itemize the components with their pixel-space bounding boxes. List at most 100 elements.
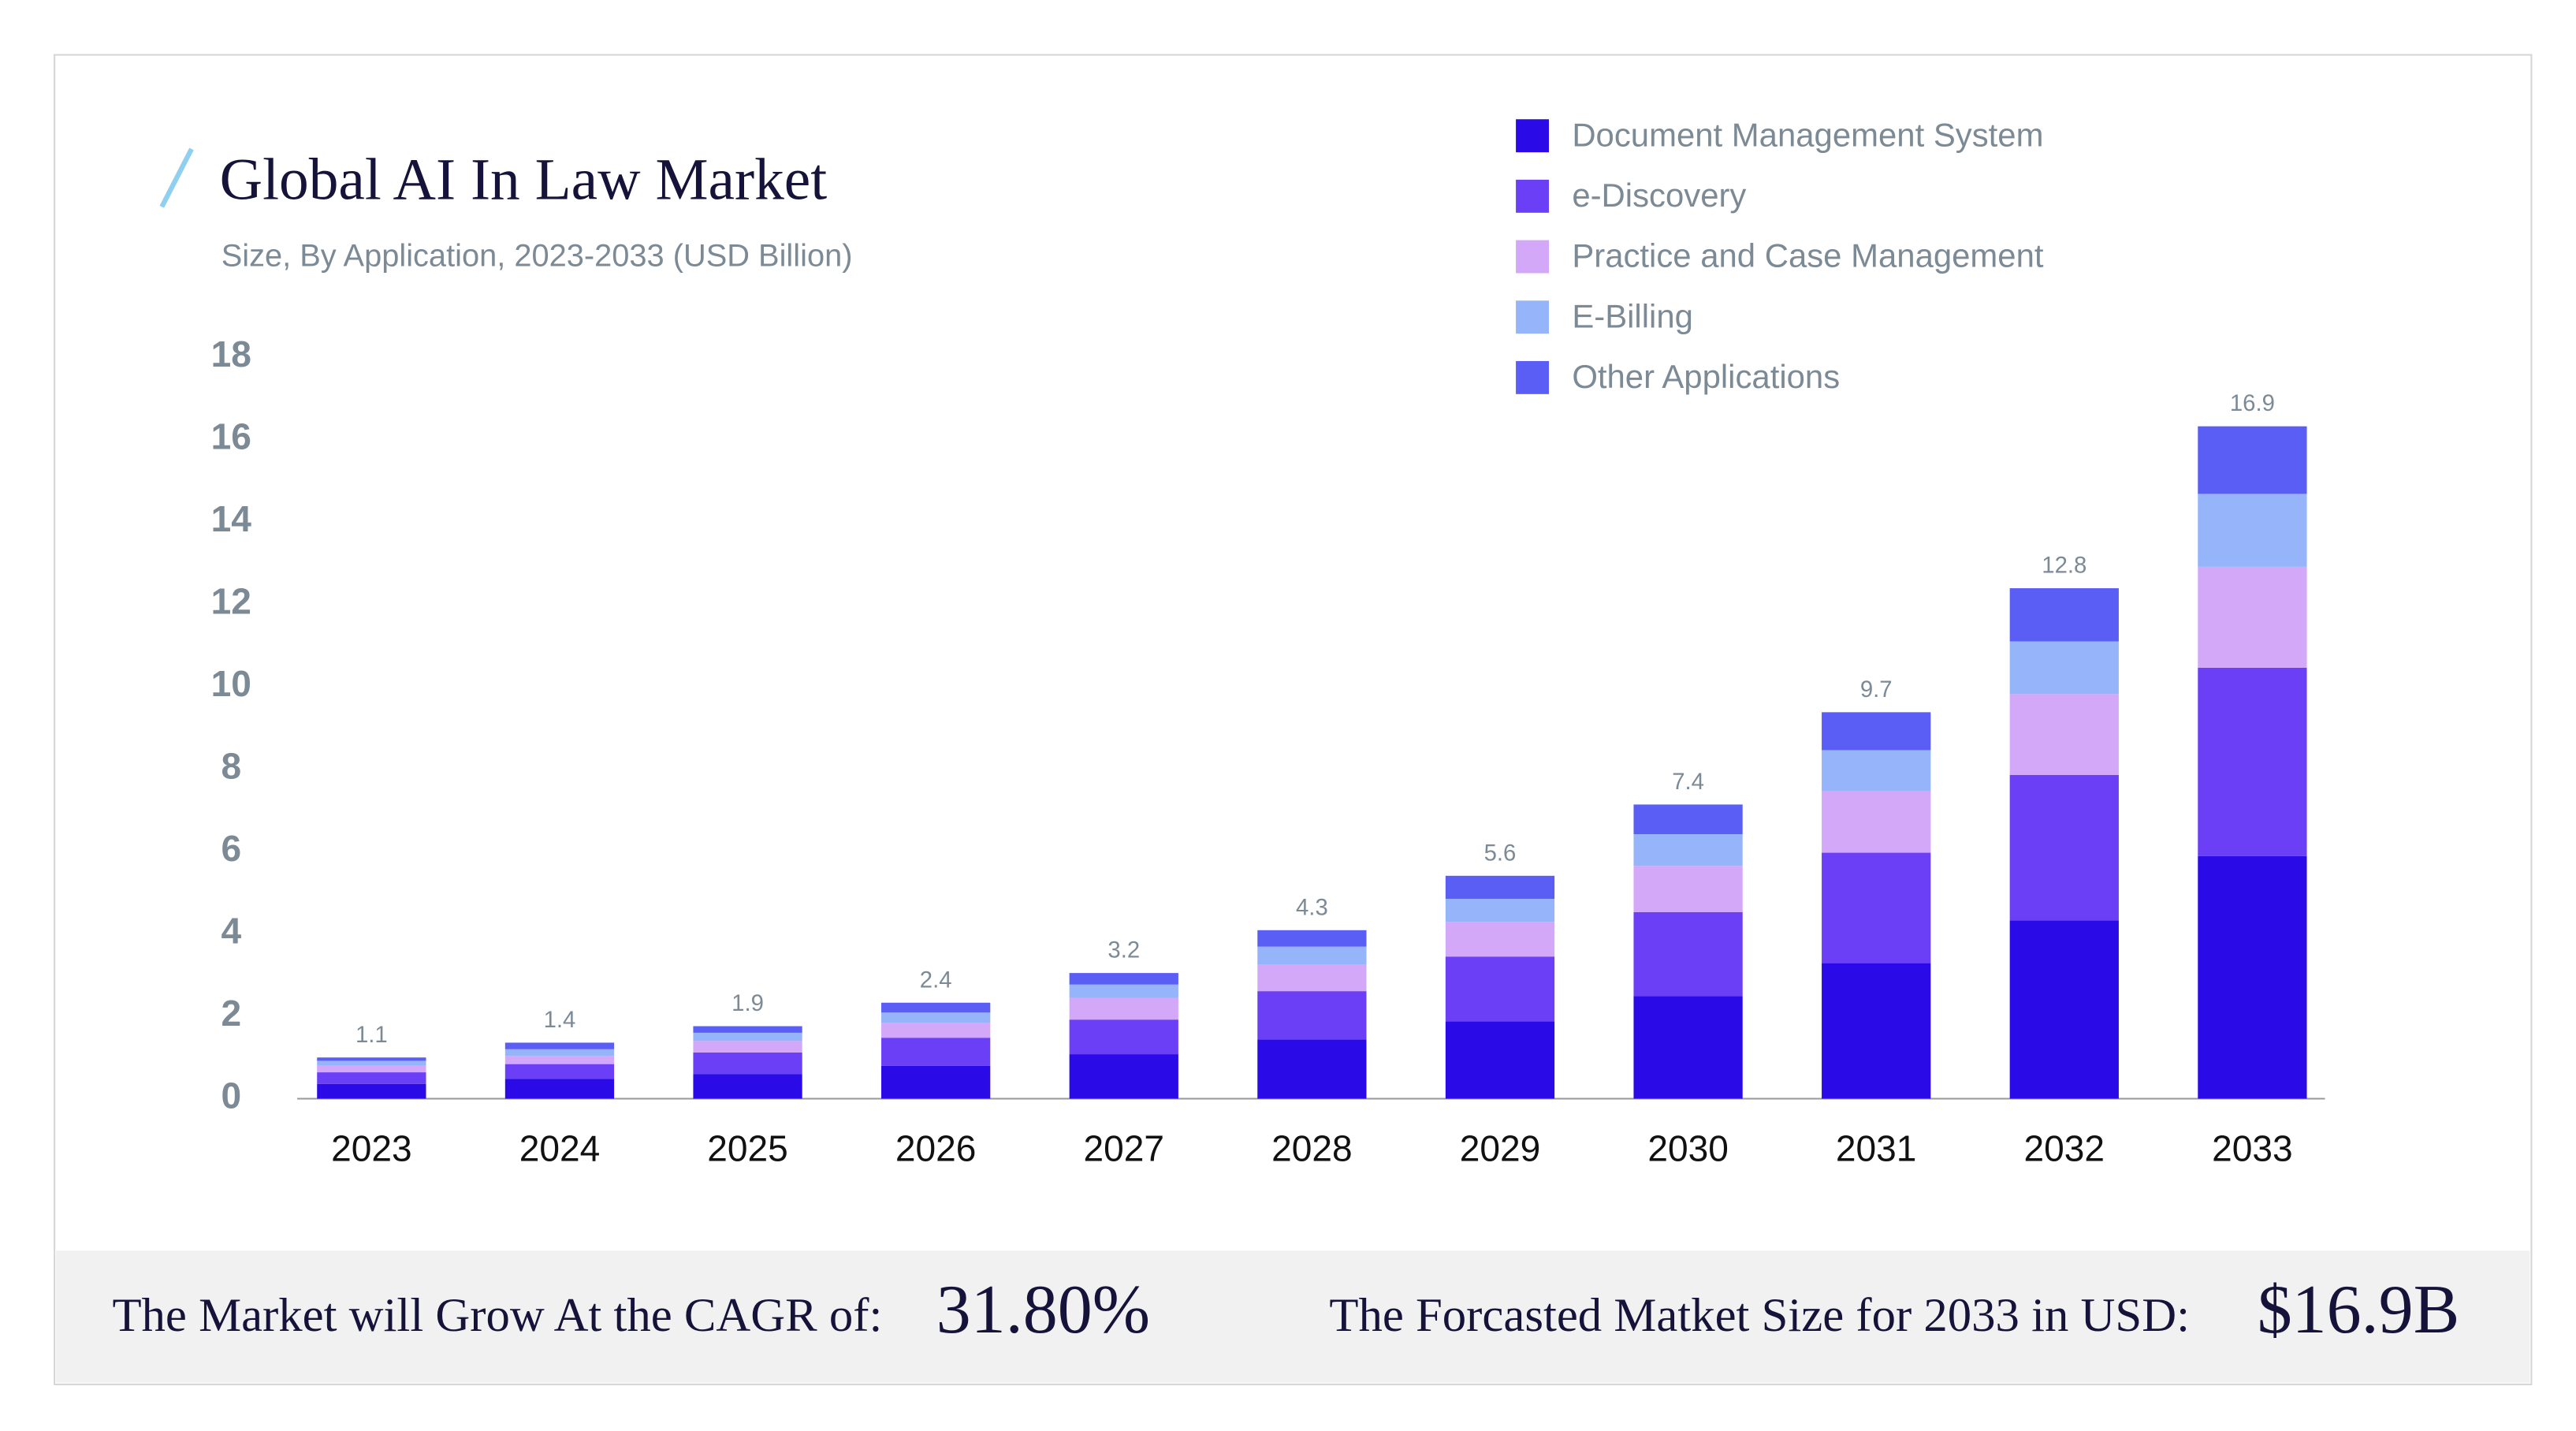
y-tick-label: 6 bbox=[221, 828, 241, 869]
bar-segment bbox=[1069, 1019, 1178, 1055]
legend-swatch bbox=[1516, 179, 1549, 213]
forecast-label: The Forcasted Matket Size for 2033 in US… bbox=[1329, 1289, 2190, 1342]
legend-label: E-Billing bbox=[1572, 297, 1693, 334]
bar-segment bbox=[1445, 922, 1555, 957]
x-tick-label: 2028 bbox=[1271, 1128, 1353, 1169]
bar-segment bbox=[1445, 899, 1555, 922]
bar-segment bbox=[1445, 1021, 1555, 1099]
total-label: 1.9 bbox=[731, 990, 764, 1016]
y-tick-label: 8 bbox=[221, 746, 241, 787]
bar-segment bbox=[1822, 963, 1931, 1099]
y-tick-label: 4 bbox=[221, 911, 241, 952]
x-tick-label: 2029 bbox=[1460, 1128, 1541, 1169]
x-tick-label: 2031 bbox=[1836, 1128, 1917, 1169]
bar-segment bbox=[504, 1056, 615, 1064]
total-label: 2.4 bbox=[920, 967, 952, 993]
bar-segment bbox=[881, 1002, 991, 1013]
bar-segment bbox=[881, 1012, 991, 1023]
bar-segment bbox=[1822, 750, 1931, 792]
x-tick-label: 2030 bbox=[1647, 1128, 1729, 1169]
legend-label: Practice and Case Management bbox=[1572, 237, 2044, 274]
y-tick-label: 10 bbox=[211, 663, 251, 704]
y-tick-label: 0 bbox=[221, 1075, 241, 1116]
x-tick-label: 2026 bbox=[895, 1128, 977, 1169]
total-label: 16.9 bbox=[2230, 390, 2275, 416]
bar-segment bbox=[693, 1074, 802, 1099]
bar-segment bbox=[881, 1038, 991, 1066]
bar-segment bbox=[881, 1023, 991, 1038]
bar-segment bbox=[2009, 774, 2119, 921]
x-tick-label: 2023 bbox=[331, 1128, 412, 1169]
y-tick-label: 18 bbox=[211, 334, 251, 375]
bar-segment bbox=[2009, 694, 2119, 775]
total-label: 12.8 bbox=[2042, 553, 2086, 579]
bar-segment bbox=[693, 1032, 802, 1042]
cagr-label: The Market will Grow At the CAGR of: bbox=[112, 1289, 882, 1342]
bar-segment bbox=[1822, 852, 1931, 963]
y-tick-label: 2 bbox=[221, 993, 241, 1034]
bar-segment bbox=[317, 1065, 426, 1073]
bar-segment bbox=[693, 1026, 802, 1033]
bar-segment bbox=[1445, 875, 1555, 900]
bar-segment bbox=[2198, 566, 2307, 668]
bar-segment bbox=[504, 1064, 615, 1079]
bar-segment bbox=[1257, 1039, 1367, 1099]
bar-segment bbox=[693, 1041, 802, 1053]
bar-segment bbox=[2198, 494, 2307, 567]
bar-segment bbox=[504, 1042, 615, 1049]
bar-segment bbox=[2009, 641, 2119, 695]
chart-title: Global AI In Law Market bbox=[220, 147, 828, 212]
bar-segment bbox=[1822, 712, 1931, 751]
total-label: 5.6 bbox=[1484, 840, 1517, 866]
legend-swatch bbox=[1516, 360, 1549, 394]
bar-segment bbox=[1633, 866, 1743, 912]
bar-segment bbox=[1069, 997, 1178, 1020]
bar-segment bbox=[1257, 930, 1367, 947]
legend-label: e-Discovery bbox=[1572, 177, 1746, 214]
bar-segment bbox=[1822, 791, 1931, 853]
bar-segment bbox=[2009, 588, 2119, 642]
bar-segment bbox=[504, 1049, 615, 1056]
legend-swatch bbox=[1516, 300, 1549, 334]
bar-segment bbox=[1257, 991, 1367, 1040]
cagr-value: 31.80% bbox=[936, 1272, 1150, 1348]
bar-segment bbox=[2198, 855, 2307, 1099]
forecast-value: $16.9B bbox=[2258, 1272, 2460, 1348]
bar-segment bbox=[317, 1060, 426, 1066]
x-tick-label: 2033 bbox=[2212, 1128, 2293, 1169]
chart-subtitle: Size, By Application, 2023-2033 (USD Bil… bbox=[221, 239, 853, 274]
bar-segment bbox=[1633, 834, 1743, 866]
bar-segment bbox=[2198, 667, 2307, 856]
bar-segment bbox=[881, 1065, 991, 1099]
total-label: 1.4 bbox=[544, 1007, 576, 1033]
bar-segment bbox=[1069, 984, 1178, 998]
bar-segment bbox=[693, 1052, 802, 1075]
legend-label: Other Applications bbox=[1572, 358, 1840, 395]
bar-segment bbox=[317, 1057, 426, 1061]
bar-segment bbox=[1257, 964, 1367, 992]
x-tick-label: 2025 bbox=[707, 1128, 788, 1169]
y-tick-label: 12 bbox=[211, 581, 251, 622]
total-label: 4.3 bbox=[1296, 894, 1328, 920]
title-accent bbox=[159, 147, 194, 208]
bar-segment bbox=[1445, 956, 1555, 1022]
bar-segment bbox=[1633, 911, 1743, 997]
total-label: 3.2 bbox=[1107, 937, 1140, 963]
x-tick-label: 2027 bbox=[1084, 1128, 1165, 1169]
bar-segment bbox=[1069, 1054, 1178, 1099]
legend-swatch bbox=[1516, 240, 1549, 274]
total-label: 9.7 bbox=[1860, 676, 1893, 702]
legend-label: Document Management System bbox=[1572, 116, 2043, 153]
y-tick-label: 16 bbox=[211, 416, 251, 457]
footer-band bbox=[56, 1250, 2530, 1383]
bar-segment bbox=[1633, 804, 1743, 835]
bar-segment bbox=[317, 1083, 426, 1099]
bar-segment bbox=[504, 1079, 615, 1099]
total-label: 1.1 bbox=[356, 1022, 388, 1048]
bar-segment bbox=[317, 1072, 426, 1084]
bar-segment bbox=[2009, 920, 2119, 1099]
bar-segment bbox=[1257, 946, 1367, 965]
y-tick-label: 14 bbox=[211, 498, 252, 539]
